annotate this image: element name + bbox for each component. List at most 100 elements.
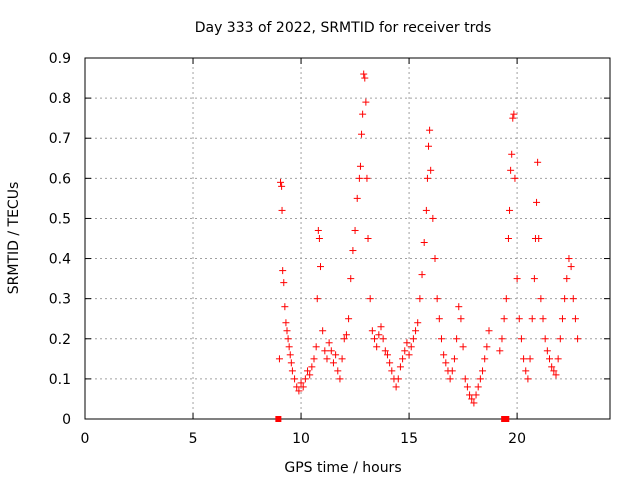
baseline-marker bbox=[503, 416, 510, 422]
data-point bbox=[463, 383, 471, 391]
data-point bbox=[323, 355, 331, 363]
data-point bbox=[349, 247, 357, 255]
data-point bbox=[409, 335, 417, 343]
axis-ticks: 0 5 10 15 20 0 0.1 0.2 0.3 0.4 0.5 0.6 0.7 0.8 0.9 bbox=[49, 51, 610, 447]
data-point bbox=[423, 174, 431, 182]
data-point bbox=[450, 355, 458, 363]
data-point bbox=[392, 383, 400, 391]
data-point bbox=[325, 339, 333, 347]
data-point bbox=[321, 347, 329, 355]
data-point bbox=[284, 335, 292, 343]
data-point bbox=[377, 323, 385, 331]
data-point bbox=[388, 367, 396, 375]
y-tick-label: 0.6 bbox=[49, 171, 71, 187]
data-point bbox=[368, 327, 376, 335]
data-point bbox=[552, 371, 560, 379]
y-tick-label: 0.2 bbox=[49, 332, 71, 348]
data-point bbox=[401, 347, 409, 355]
data-point bbox=[361, 74, 369, 82]
data-point bbox=[353, 194, 361, 202]
data-point bbox=[399, 355, 407, 363]
data-point bbox=[565, 255, 573, 263]
data-point bbox=[286, 351, 294, 359]
data-point bbox=[351, 226, 359, 234]
data-point bbox=[278, 206, 286, 214]
data-point bbox=[315, 235, 323, 242]
data-point bbox=[479, 367, 487, 375]
data-point bbox=[507, 166, 515, 174]
data-point bbox=[468, 395, 476, 403]
data-point bbox=[513, 275, 521, 283]
data-points bbox=[275, 70, 582, 407]
baseline-markers bbox=[275, 416, 510, 422]
data-point bbox=[561, 295, 569, 303]
data-point bbox=[360, 70, 368, 78]
data-point bbox=[364, 235, 372, 242]
data-point bbox=[500, 315, 508, 323]
data-point bbox=[574, 335, 582, 343]
data-point bbox=[336, 375, 344, 383]
data-point bbox=[281, 303, 289, 311]
data-point bbox=[453, 335, 461, 343]
data-point bbox=[510, 110, 518, 118]
data-point bbox=[533, 198, 541, 206]
data-point bbox=[366, 295, 374, 303]
data-point bbox=[567, 263, 575, 271]
y-tick-label: 0.1 bbox=[49, 372, 71, 388]
data-point bbox=[287, 359, 295, 367]
data-point bbox=[466, 391, 474, 399]
data-point bbox=[394, 375, 402, 383]
x-tick-label: 20 bbox=[508, 431, 526, 447]
data-point bbox=[426, 126, 434, 134]
data-point bbox=[275, 355, 283, 363]
data-point bbox=[277, 178, 285, 186]
data-point bbox=[347, 275, 355, 283]
data-point bbox=[496, 347, 504, 355]
data-point bbox=[386, 359, 394, 367]
data-point bbox=[329, 359, 337, 367]
data-point bbox=[319, 327, 327, 335]
data-point bbox=[571, 315, 579, 323]
data-point bbox=[429, 214, 437, 222]
data-point bbox=[278, 182, 286, 190]
data-point bbox=[543, 347, 551, 355]
data-point bbox=[280, 279, 288, 287]
data-point bbox=[312, 343, 320, 351]
y-tick-label: 0.9 bbox=[49, 51, 71, 67]
data-point bbox=[459, 343, 467, 351]
data-point bbox=[359, 110, 367, 118]
data-point bbox=[293, 383, 301, 391]
data-point bbox=[383, 351, 391, 359]
chart-title: Day 333 of 2022, SRMTID for receiver trd… bbox=[195, 20, 492, 36]
data-point bbox=[304, 367, 312, 375]
data-point bbox=[405, 351, 413, 359]
data-point bbox=[418, 271, 426, 279]
data-point bbox=[554, 355, 562, 363]
data-point bbox=[558, 315, 566, 323]
data-point bbox=[396, 363, 404, 371]
data-point bbox=[528, 315, 536, 323]
y-tick-label: 0.5 bbox=[49, 211, 71, 227]
data-point bbox=[297, 379, 305, 387]
y-tick-label: 0.8 bbox=[49, 91, 71, 107]
x-tick-label: 15 bbox=[400, 431, 418, 447]
data-point bbox=[373, 343, 381, 351]
data-point bbox=[427, 166, 435, 174]
data-point bbox=[363, 174, 371, 182]
data-point bbox=[291, 375, 299, 383]
x-axis-label: GPS time / hours bbox=[284, 460, 401, 476]
data-point bbox=[299, 383, 307, 391]
data-point bbox=[506, 206, 514, 214]
data-point bbox=[511, 174, 519, 182]
baseline-marker bbox=[275, 416, 282, 422]
data-point bbox=[362, 98, 370, 106]
data-point bbox=[504, 235, 512, 242]
data-point bbox=[442, 359, 450, 367]
data-point bbox=[345, 315, 353, 323]
data-point bbox=[537, 295, 545, 303]
data-point bbox=[455, 303, 463, 311]
data-point bbox=[425, 142, 433, 150]
data-point bbox=[440, 351, 448, 359]
data-point bbox=[288, 367, 296, 375]
